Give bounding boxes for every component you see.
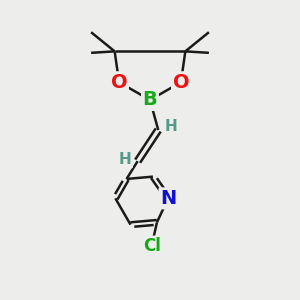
Text: H: H [164, 119, 177, 134]
Text: N: N [160, 189, 176, 208]
Text: B: B [142, 90, 158, 110]
Text: O: O [172, 73, 189, 92]
Text: O: O [111, 73, 128, 92]
Text: Cl: Cl [143, 237, 160, 255]
Text: H: H [119, 152, 132, 167]
